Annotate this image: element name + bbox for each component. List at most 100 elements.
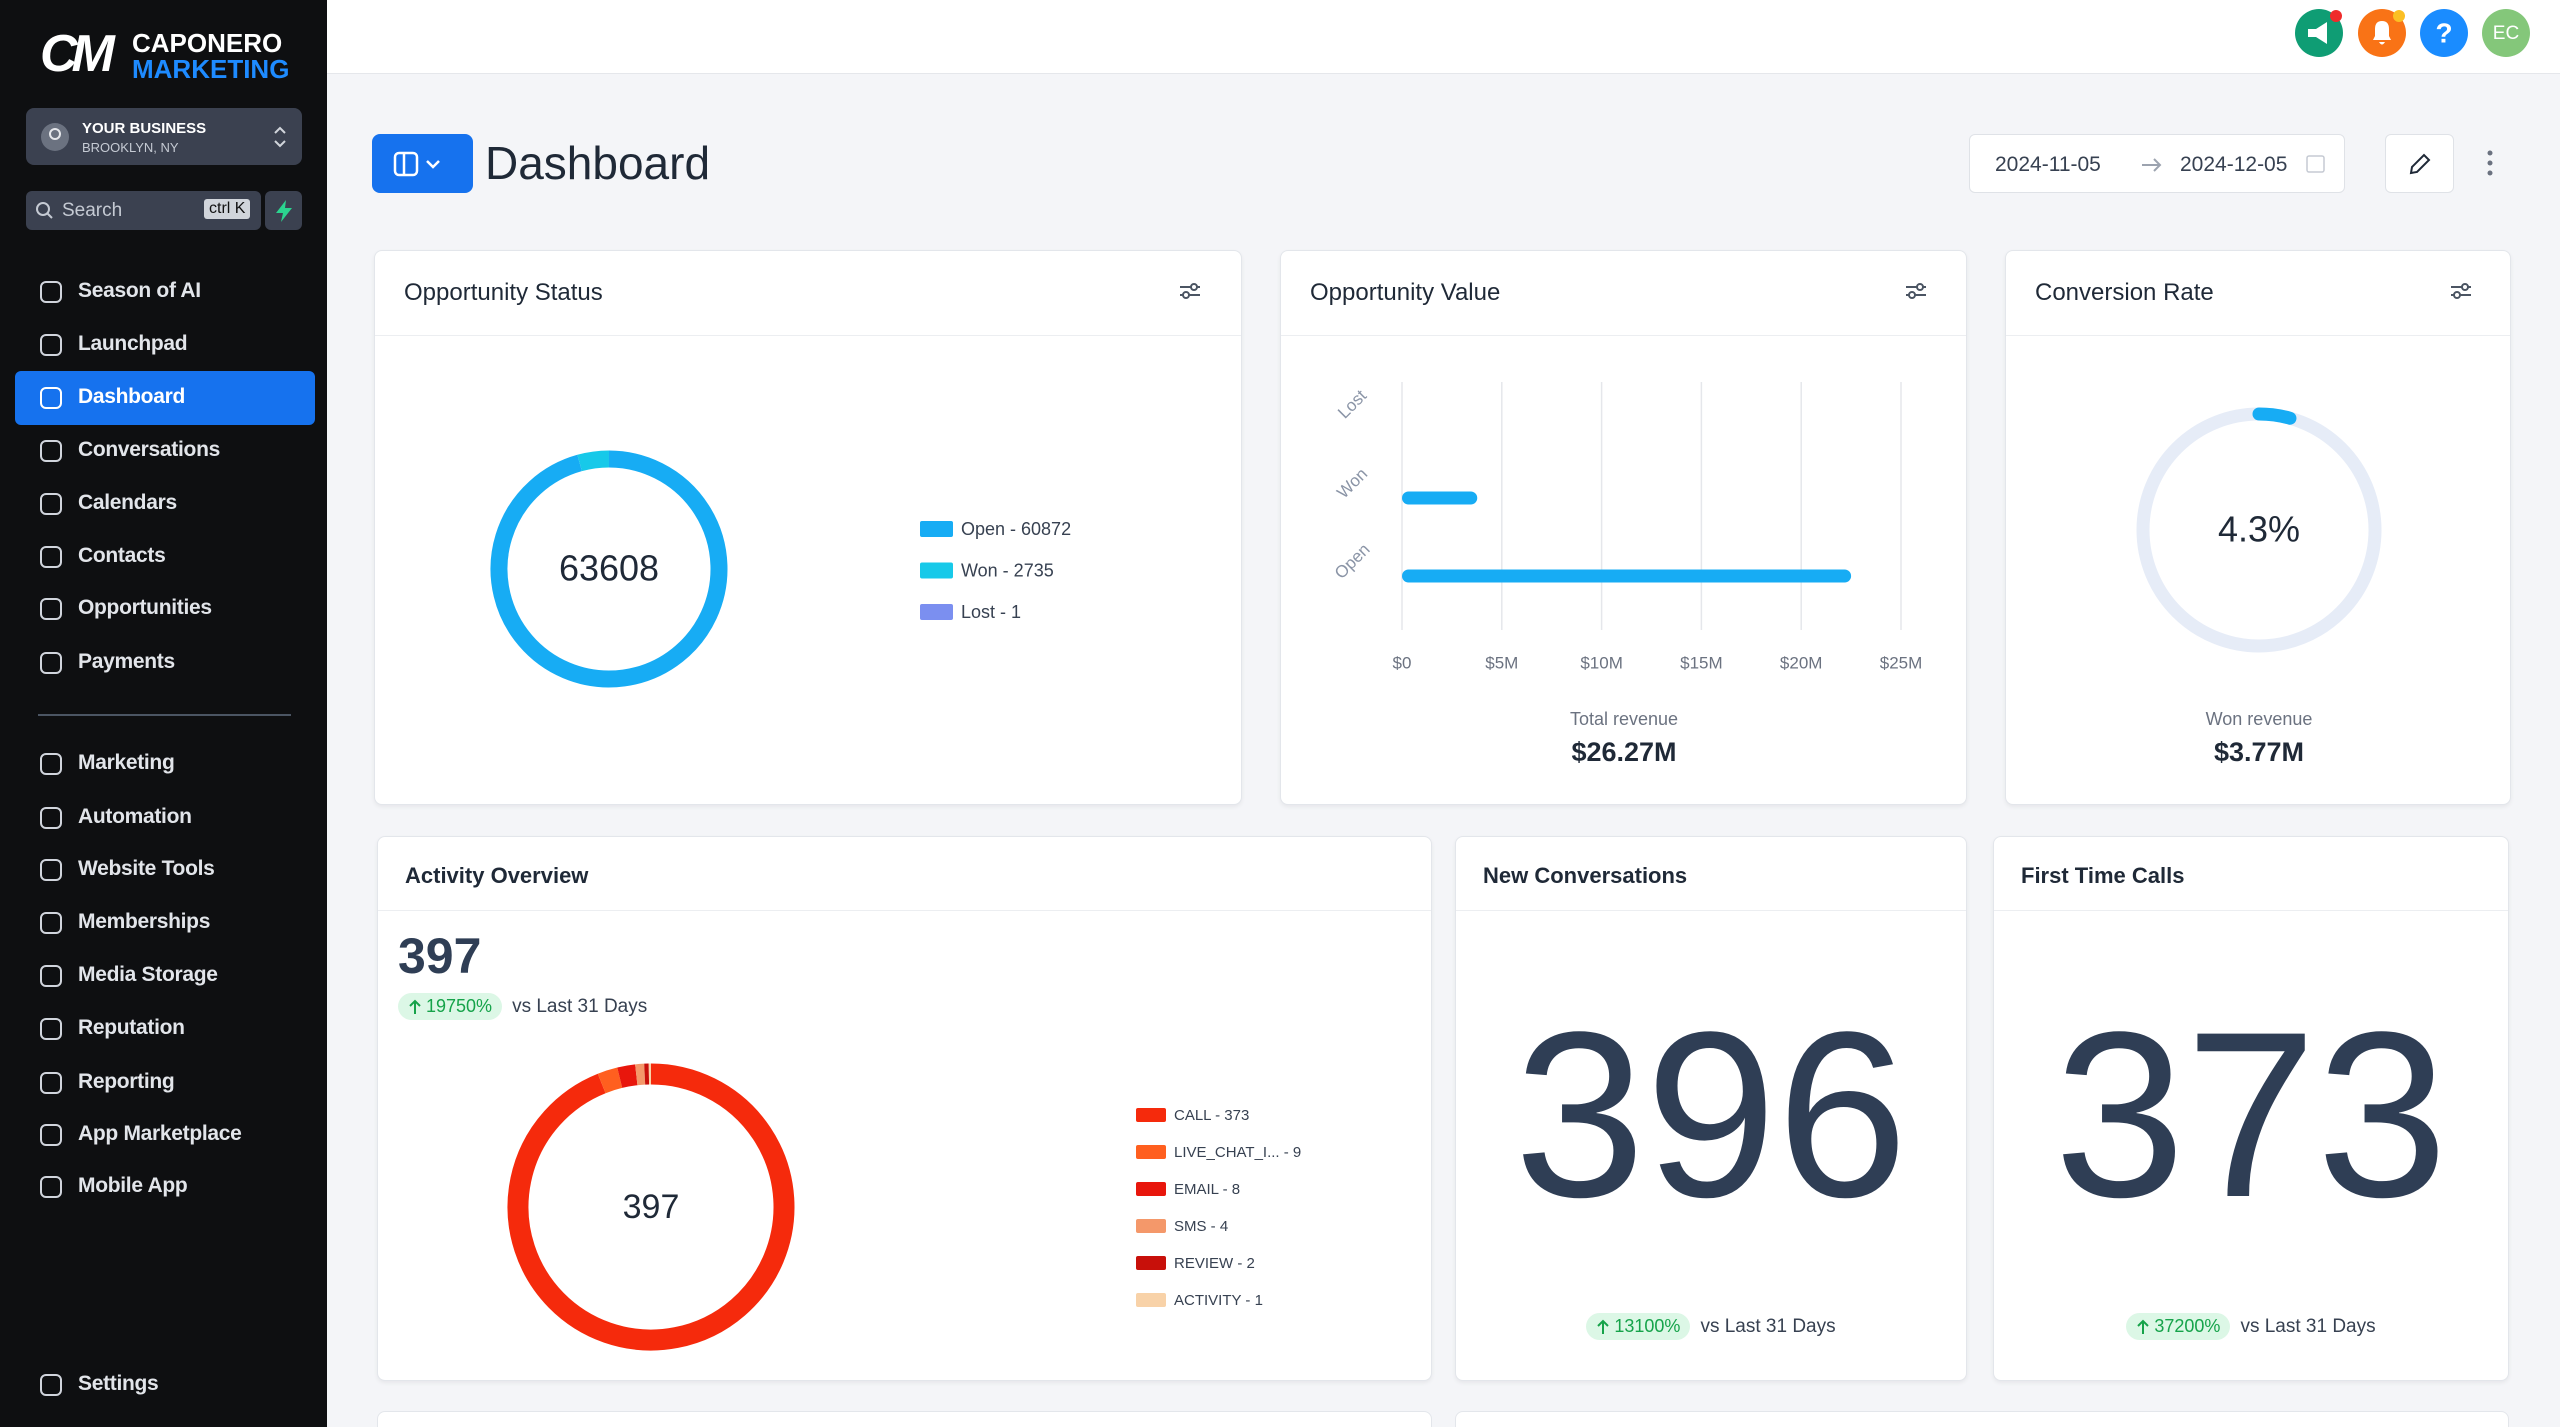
- nav-icon-shape: [40, 807, 62, 829]
- nav-icon: [40, 1018, 62, 1040]
- card-settings[interactable]: [2450, 281, 2472, 301]
- account-location: BROOKLYN, NY: [82, 140, 179, 155]
- sidebar: CM CAPONERO MARKETING YOUR BUSINESS BROOKLYN…: [0, 0, 327, 1427]
- search-icon: [36, 202, 53, 219]
- nav-icon-shape: [40, 387, 62, 409]
- card-settings[interactable]: [1179, 281, 1201, 301]
- page-title: Dashboard: [485, 137, 711, 189]
- switch-chevrons: [274, 126, 286, 148]
- date-range[interactable]: 2024-11-05 2024-12-05: [1969, 134, 2345, 193]
- nav-item[interactable]: Calendars: [78, 491, 177, 514]
- nav-item[interactable]: Dashboard: [78, 385, 185, 408]
- quick-action[interactable]: [265, 191, 302, 230]
- up-arrow: [1597, 1319, 1610, 1334]
- account-icon-circle: [41, 123, 69, 151]
- nav-item[interactable]: Opportunities: [78, 596, 212, 619]
- footer-value: $3.77M: [2214, 737, 2304, 767]
- nav-item[interactable]: Conversations: [78, 438, 220, 461]
- calendar-icon: [2306, 155, 2325, 173]
- conversion-rate-card: Conversion Rate 4.3% Won revenue $3.77M: [2005, 250, 2511, 805]
- nav-item[interactable]: Season of AI: [78, 279, 201, 302]
- stat-value: 373: [2054, 983, 2448, 1247]
- nav-icon-shape: [40, 1018, 62, 1040]
- calendar-shape: [2306, 155, 2325, 173]
- nav-item[interactable]: Launchpad: [78, 332, 188, 355]
- nav-item[interactable]: Contacts: [78, 544, 166, 567]
- card-settings[interactable]: [1905, 281, 1927, 301]
- new-conversations-card: New Conversations 396 13100% vs Last 31 Day…: [1455, 836, 1967, 1381]
- avatar-initials: EC: [2493, 23, 2519, 44]
- comparison-label: vs Last 31 Days: [512, 995, 648, 1017]
- legend-swatch: [920, 521, 953, 537]
- footer-label: Won revenue: [2206, 709, 2313, 729]
- activity-total: 397: [398, 928, 482, 984]
- account-icon: [41, 123, 69, 151]
- nav-item[interactable]: Memberships: [78, 910, 211, 933]
- legend-swatch: [920, 604, 953, 620]
- card-title: Opportunity Value: [1310, 279, 1501, 306]
- nav-item[interactable]: Media Storage: [78, 963, 218, 986]
- nav-divider: [38, 714, 291, 716]
- nav-icon: [40, 859, 62, 881]
- donut-segment: [597, 1067, 623, 1094]
- notification-dot: [2393, 10, 2405, 22]
- donut-segment: [617, 1064, 638, 1088]
- footer-label: Total revenue: [1570, 709, 1678, 729]
- dashboard-switcher[interactable]: [372, 134, 473, 193]
- more-dot: [2487, 170, 2493, 176]
- date-arrow: [2142, 158, 2162, 172]
- nav-item[interactable]: App Marketplace: [78, 1122, 242, 1145]
- legend-swatch: [1136, 1293, 1166, 1307]
- more-dot: [2487, 160, 2493, 166]
- nav-item[interactable]: Payments: [78, 650, 175, 673]
- nav-icon: [40, 334, 62, 356]
- nav-icon-shape: [40, 598, 62, 620]
- more-dot: [2487, 150, 2493, 156]
- x-tick-label: $0: [1393, 653, 1412, 672]
- change-row: 13100% vs Last 31 Days: [1456, 1313, 1966, 1340]
- arrow: [409, 999, 421, 1014]
- card-divider: [378, 910, 1431, 911]
- search-icon-lens: [36, 202, 50, 216]
- nav-icon-shape: [40, 1176, 62, 1198]
- nav-icon: [40, 1176, 62, 1198]
- donut-segment: [577, 450, 610, 472]
- nav-item[interactable]: Automation: [78, 805, 192, 828]
- nav-icon: [40, 965, 62, 987]
- more-button[interactable]: [2484, 150, 2496, 178]
- bolt-icon: [276, 200, 292, 222]
- edit-button[interactable]: [2385, 134, 2454, 193]
- x-tick-label: $5M: [1485, 653, 1518, 672]
- nav-icon-shape: [40, 281, 62, 303]
- search-box[interactable]: Search ctrl K: [26, 191, 261, 230]
- nav-icon-shape: [40, 753, 62, 775]
- bell-icon: [2373, 21, 2391, 45]
- change-value: 37200%: [2154, 1316, 2221, 1336]
- nav-icon: [40, 440, 62, 462]
- comparison-label: vs Last 31 Days: [2240, 1315, 2376, 1337]
- account-icon-head: [49, 128, 61, 140]
- nav-icon: [40, 1374, 62, 1396]
- account-switcher[interactable]: YOUR BUSINESS BROOKLYN, NY: [26, 108, 302, 165]
- nav-icon-shape: [40, 652, 62, 674]
- card-partial: [1455, 1411, 2509, 1427]
- nav-icon-shape: [40, 912, 62, 934]
- card-divider: [1281, 335, 1966, 336]
- card-divider: [1994, 910, 2508, 911]
- date-start: 2024-11-05: [1995, 153, 2101, 176]
- x-tick-label: $20M: [1780, 653, 1823, 672]
- nav-item[interactable]: Reporting: [78, 1070, 175, 1093]
- nav-item[interactable]: Reputation: [78, 1016, 185, 1039]
- nav-item[interactable]: Settings: [78, 1372, 159, 1395]
- nav-icon: [40, 753, 62, 775]
- nav-icon-shape: [40, 965, 62, 987]
- card-title: Opportunity Status: [404, 279, 603, 306]
- card-divider: [1456, 910, 1966, 911]
- y-tick-label: Open: [1331, 540, 1374, 583]
- slider-knob: [2453, 291, 2461, 299]
- bolt-shape: [276, 200, 292, 222]
- nav-item[interactable]: Website Tools: [78, 857, 215, 880]
- help-button: [2420, 9, 2468, 57]
- nav-item[interactable]: Mobile App: [78, 1174, 188, 1197]
- nav-item[interactable]: Marketing: [78, 751, 175, 774]
